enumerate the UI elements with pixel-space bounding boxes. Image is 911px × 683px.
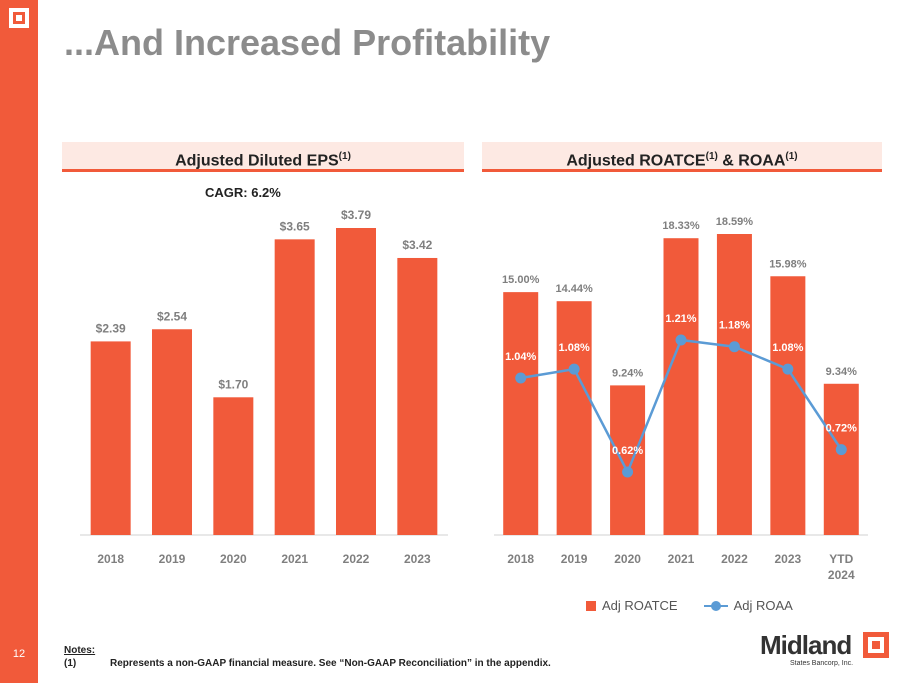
- roatce-panel-heading: Adjusted ROATCE(1) & ROAA(1): [482, 142, 882, 172]
- page-number: 12: [12, 648, 26, 660]
- roaa-data-label: 1.04%: [505, 351, 536, 363]
- roatce-bar: [716, 234, 752, 535]
- roaa-point: [835, 444, 847, 456]
- notes-title: Notes:: [64, 645, 96, 656]
- roaa-data-label: 1.21%: [665, 313, 696, 325]
- brand-name: Midland: [760, 630, 852, 660]
- roaa-point: [675, 334, 687, 346]
- roaa-point: [515, 372, 527, 384]
- eps-data-label: $1.70: [218, 377, 248, 391]
- legend-item-roaa: Adj ROAA: [703, 598, 793, 613]
- eps-x-tick-label: 2023: [404, 552, 431, 566]
- eps-data-label: $3.65: [280, 219, 310, 233]
- legend-roatce-label: Adj ROATCE: [602, 598, 678, 613]
- roatce-data-label: 15.98%: [769, 258, 807, 270]
- eps-heading-text: Adjusted Diluted EPS: [175, 152, 339, 170]
- roatce-x-tick-label: 2019: [561, 552, 588, 566]
- roaa-data-label: 0.62%: [612, 445, 643, 457]
- eps-x-tick-label: 2021: [281, 552, 308, 566]
- roatce-heading-footnote: (1): [705, 151, 718, 162]
- eps-bar: [152, 329, 192, 535]
- roaa-data-label: 1.08%: [772, 342, 803, 354]
- eps-bar: [213, 397, 254, 535]
- footnote-number: (1): [64, 658, 77, 669]
- eps-panel-heading: Adjusted Diluted EPS(1): [62, 142, 464, 172]
- chart-legend: Adj ROATCE Adj ROAA: [586, 598, 793, 613]
- eps-data-label: $2.39: [96, 321, 126, 335]
- eps-heading-footnote: (1): [338, 151, 351, 162]
- eps-x-tick-label: 2019: [159, 552, 186, 566]
- roatce-data-label: 9.24%: [612, 367, 643, 379]
- brand-square-icon: [863, 632, 889, 658]
- legend-line-swatch: [703, 600, 728, 611]
- roaa-heading-footnote: (1): [785, 151, 798, 162]
- roaa-point: [622, 466, 634, 478]
- roaa-data-label: 1.08%: [559, 342, 590, 354]
- cagr-annotation: CAGR: 6.2%: [205, 185, 281, 200]
- roatce-heading-text: Adjusted ROATCE: [566, 152, 706, 170]
- eps-x-tick-label: 2020: [220, 552, 247, 566]
- footnote-text: Represents a non-GAAP financial measure.…: [110, 658, 551, 669]
- roatce-x-tick-label: 2020: [614, 552, 641, 566]
- logo-square-icon: [9, 8, 29, 28]
- roatce-data-label: 15.00%: [502, 274, 540, 286]
- roaa-heading-text: & ROAA: [717, 152, 786, 170]
- roatce-data-label: 18.33%: [662, 220, 700, 232]
- eps-data-label: $3.79: [341, 208, 371, 222]
- sidebar-bar: 12: [0, 0, 38, 683]
- roatce-x-tick-label: 2018: [507, 552, 534, 566]
- eps-bar: [274, 239, 315, 535]
- roatce-x-tick-label: 2023: [775, 552, 802, 566]
- roatce-x-tick-label: YTD: [829, 552, 853, 566]
- legend-roaa-label: Adj ROAA: [733, 598, 793, 613]
- brand-subtitle: States Bancorp, Inc.: [790, 660, 854, 667]
- legend-item-roatce: Adj ROATCE: [586, 598, 678, 613]
- roatce-x-tick-label: 2021: [668, 552, 695, 566]
- roaa-data-label: 1.18%: [719, 320, 750, 332]
- roatce-data-label: 9.34%: [826, 366, 857, 378]
- roatce-bar: [770, 276, 806, 535]
- roatce-bar: [663, 238, 699, 536]
- footnotes: Notes: (1) Represents a non-GAAP financi…: [64, 645, 551, 669]
- eps-x-tick-label: 2022: [343, 552, 370, 566]
- roaa-point: [728, 341, 740, 353]
- roatce-data-label: 18.59%: [716, 216, 754, 228]
- footnote-row: (1) Represents a non-GAAP financial meas…: [64, 658, 551, 669]
- page-title: ...And Increased Profitability: [64, 22, 551, 63]
- eps-data-label: $2.54: [157, 309, 187, 323]
- roaa-point: [568, 363, 580, 375]
- roaa-point: [782, 363, 794, 375]
- roatce-x-tick-label: 2022: [721, 552, 748, 566]
- roatce-bar: [503, 292, 539, 535]
- eps-bar: [397, 257, 438, 535]
- eps-x-tick-label: 2018: [97, 552, 124, 566]
- eps-bar: [336, 228, 376, 535]
- roatce-bar: [610, 385, 646, 535]
- eps-data-label: $3.42: [402, 238, 432, 252]
- legend-bar-swatch: [586, 600, 596, 611]
- brand-logo: Midland States Bancorp, Inc.: [760, 630, 890, 670]
- roaa-data-label: 0.72%: [826, 423, 857, 435]
- roatce-data-label: 14.44%: [555, 283, 593, 295]
- roatce-x-tick-label-line2: 2024: [828, 568, 855, 582]
- eps-bar: [90, 341, 131, 535]
- roatce-bar: [556, 301, 592, 535]
- roatce-bar: [823, 383, 859, 535]
